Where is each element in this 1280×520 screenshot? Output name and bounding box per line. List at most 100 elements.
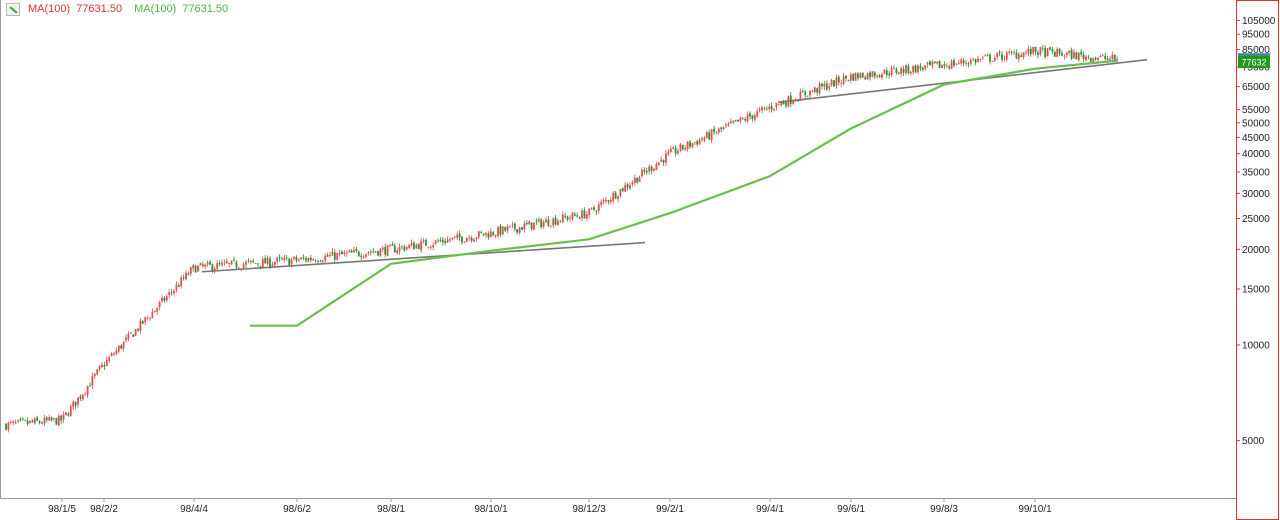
candle-body: [96, 369, 99, 375]
candle-body: [770, 105, 773, 110]
candle-body: [497, 227, 499, 236]
x-tick-label: 99/6/1: [837, 504, 865, 515]
candle-body: [91, 376, 94, 386]
candle-body: [744, 118, 747, 121]
candle-body: [1087, 56, 1090, 58]
candle-body: [86, 386, 89, 395]
candle-body: [828, 86, 831, 89]
candle-body: [528, 221, 531, 225]
candle-body: [516, 228, 519, 233]
candle-body: [240, 268, 243, 270]
candle-body: [936, 61, 939, 64]
candle-body: [564, 215, 567, 217]
candle-body: [794, 100, 797, 102]
candle-body: [425, 239, 427, 246]
candle-body: [295, 257, 298, 261]
candle-body: [132, 334, 135, 338]
candle-body: [14, 422, 17, 424]
candle-body: [537, 219, 540, 222]
candle-body: [386, 245, 389, 256]
candle-body: [110, 353, 113, 357]
candle-body: [1099, 55, 1102, 58]
candle-body: [926, 62, 929, 65]
candle-body: [854, 72, 857, 81]
candle-body: [185, 272, 187, 280]
candle-body: [972, 59, 975, 61]
candle-body: [381, 247, 384, 250]
candle-body: [72, 401, 75, 407]
y-tick-label: 15000: [1242, 285, 1270, 296]
candle-body: [74, 401, 77, 406]
candle-body: [626, 184, 629, 188]
candle-body: [1065, 52, 1068, 56]
candle-body: [65, 412, 67, 415]
x-tick-label: 99/4/1: [756, 504, 784, 515]
candle-body: [792, 101, 795, 104]
candle-body: [845, 75, 847, 79]
candle-body: [48, 417, 51, 421]
candle-body: [1111, 54, 1114, 60]
candle-body: [648, 166, 651, 172]
candle-body: [21, 418, 24, 420]
candle-body: [643, 169, 646, 172]
candle-body: [590, 207, 593, 209]
candle-body: [1020, 55, 1023, 58]
candle-body: [825, 83, 828, 90]
trendlines: [201, 58, 1148, 273]
candle-body: [285, 257, 288, 259]
candle-body: [525, 222, 528, 225]
candle-body: [93, 373, 96, 377]
candle-body: [931, 61, 934, 66]
candle-body: [369, 252, 372, 254]
candle-body: [924, 65, 927, 69]
x-tick-label: 98/2/2: [90, 504, 118, 515]
candle-body: [509, 225, 511, 227]
candle-body: [720, 127, 723, 130]
candle-body: [782, 102, 785, 104]
candle-body: [247, 260, 250, 262]
candle-body: [797, 100, 799, 102]
candle-body: [331, 251, 334, 256]
candle-body: [1085, 56, 1087, 61]
candle-body: [297, 259, 300, 261]
candle-body: [912, 65, 915, 73]
candle-body: [686, 141, 689, 150]
candle-body: [861, 72, 864, 78]
candle-body: [60, 415, 63, 421]
candle-body: [830, 80, 833, 86]
candle-body: [921, 67, 924, 70]
candle-body: [103, 365, 106, 367]
last-price-tag: 77632: [1238, 53, 1270, 69]
candle-body: [189, 267, 192, 274]
y-tick-label: 20000: [1242, 245, 1270, 256]
candle-body: [609, 199, 612, 203]
candle-body: [314, 260, 317, 262]
candle-body: [120, 345, 123, 349]
candle-body: [324, 255, 327, 261]
chart-tool-icon[interactable]: [6, 2, 20, 16]
candle-body: [725, 124, 727, 126]
candle-body: [329, 255, 331, 256]
candle-body: [338, 252, 341, 255]
candle-body: [113, 353, 115, 355]
candle-body: [139, 320, 142, 331]
candle-body: [909, 71, 912, 74]
candle-body: [1010, 51, 1013, 53]
candle-body: [206, 262, 209, 265]
candle-body: [840, 83, 843, 84]
candle-body: [108, 357, 111, 361]
candle-body: [801, 91, 804, 93]
candle-body: [326, 254, 329, 257]
candle-body: [703, 137, 706, 141]
candle-body: [732, 120, 735, 122]
candle-body: [1063, 55, 1066, 57]
candle-body: [475, 237, 478, 239]
candle-body: [1082, 54, 1085, 59]
candle-body: [737, 119, 739, 122]
candle-body: [43, 417, 46, 424]
candle-body: [665, 153, 667, 163]
candle-body: [511, 224, 514, 226]
candle-body: [98, 366, 101, 370]
candle-body: [540, 219, 543, 228]
